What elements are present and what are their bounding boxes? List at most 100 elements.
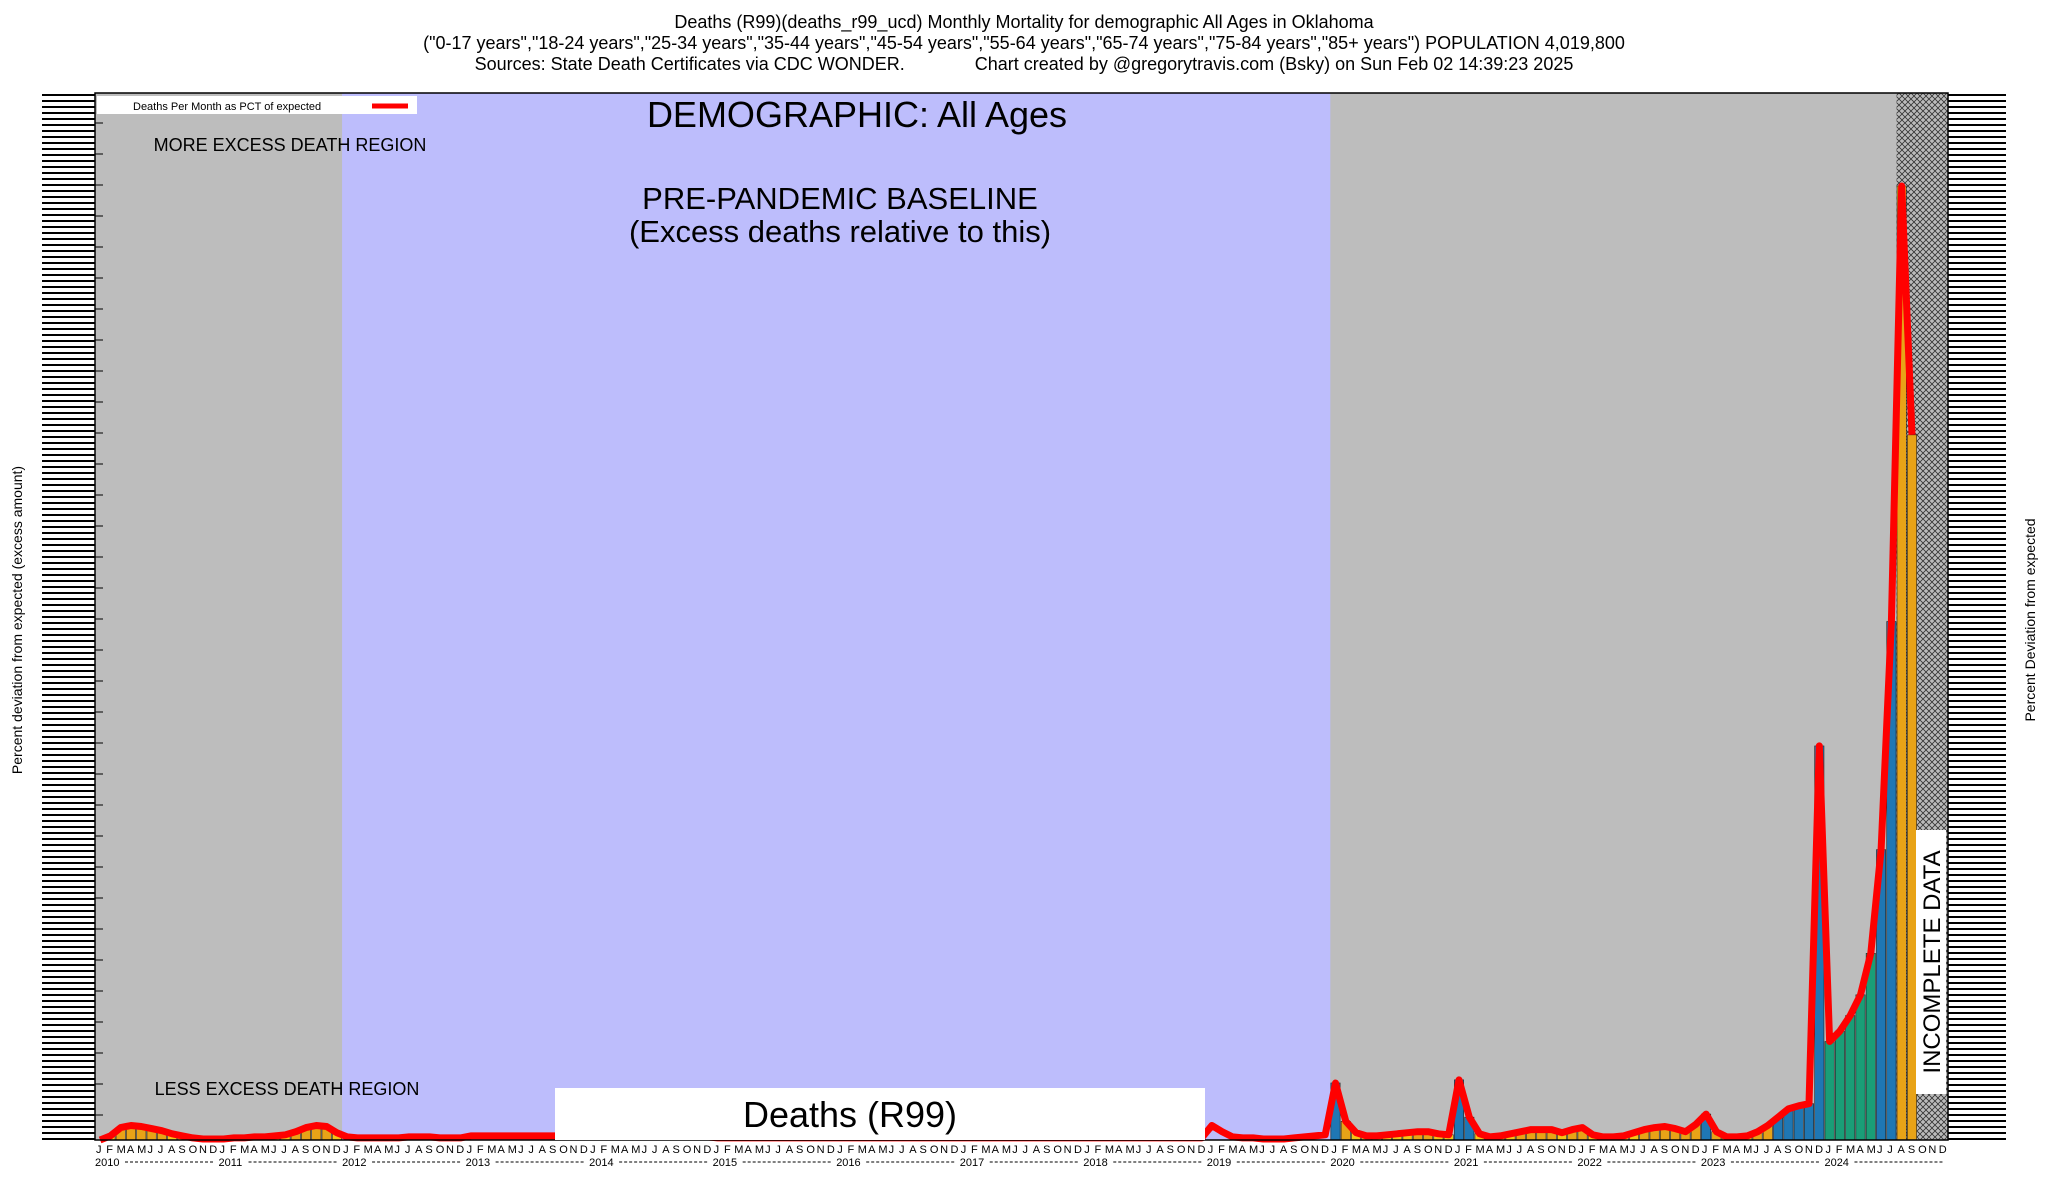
month-tick-label: A <box>662 1144 670 1156</box>
month-tick-label: J <box>1887 1144 1893 1156</box>
month-tick-label: S <box>302 1144 309 1156</box>
month-tick-label: J <box>1455 1144 1461 1156</box>
month-tick-label: F <box>1218 1144 1225 1156</box>
month-tick-label: S <box>1908 1144 1915 1156</box>
x-axis-year-labels: 2010 2011 2012 2013 2014 2015 2016 2017 2018 2019… <box>95 1157 1944 1169</box>
month-tick-label: A <box>868 1144 876 1156</box>
month-tick-label: S <box>672 1144 679 1156</box>
month-tick-label: S <box>425 1144 432 1156</box>
month-tick-label: N <box>1064 1144 1072 1156</box>
month-tick-label: F <box>477 1144 484 1156</box>
month-tick-label: O <box>1300 1144 1309 1156</box>
year-tick-label: 2018 <box>1083 1157 1107 1169</box>
month-tick-label: J <box>961 1144 967 1156</box>
year-tick-label: 2021 <box>1454 1157 1478 1169</box>
month-tick-label: A <box>1774 1144 1782 1156</box>
month-tick-label: F <box>1589 1144 1596 1156</box>
month-tick-label: J <box>1208 1144 1214 1156</box>
right-axis-ticks <box>1948 94 2006 1140</box>
month-tick-label: J <box>1270 1144 1276 1156</box>
month-tick-label: J <box>1825 1144 1831 1156</box>
month-tick-label: F <box>971 1144 978 1156</box>
month-tick-label: O <box>1177 1144 1186 1156</box>
month-tick-label: J <box>1084 1144 1090 1156</box>
chart-title-line-2: ("0-17 years","18-24 years","25-34 years… <box>423 33 1625 53</box>
month-tick-label: A <box>745 1144 753 1156</box>
bottom-series-label: Deaths (R99) <box>743 1094 957 1135</box>
month-tick-label: J <box>889 1144 895 1156</box>
month-tick-label: D <box>333 1144 341 1156</box>
month-tick-label: D <box>1568 1144 1576 1156</box>
month-tick-label: J <box>775 1144 781 1156</box>
month-tick-label: D <box>703 1144 711 1156</box>
more-excess-region-label: MORE EXCESS DEATH REGION <box>154 135 427 155</box>
month-tick-label: M <box>734 1144 743 1156</box>
month-tick-label: D <box>580 1144 588 1156</box>
month-tick-label: N <box>940 1144 948 1156</box>
month-tick-label: J <box>1877 1144 1883 1156</box>
month-tick-label: F <box>1095 1144 1102 1156</box>
month-tick-label: J <box>405 1144 411 1156</box>
month-tick-label: M <box>1496 1144 1505 1156</box>
year-tick-label: 2022 <box>1577 1157 1601 1169</box>
month-tick-label: S <box>1043 1144 1050 1156</box>
month-tick-label: J <box>1331 1144 1337 1156</box>
month-tick-label: J <box>642 1144 648 1156</box>
month-tick-label: D <box>209 1144 217 1156</box>
month-tick-label: J <box>714 1144 720 1156</box>
month-tick-label: O <box>1918 1144 1927 1156</box>
month-tick-label: F <box>1342 1144 1349 1156</box>
year-tick-label: 2012 <box>342 1157 366 1169</box>
month-tick-label: A <box>1733 1144 1741 1156</box>
month-tick-label: N <box>446 1144 454 1156</box>
month-tick-label: J <box>518 1144 524 1156</box>
year-tick-label: 2013 <box>466 1157 490 1169</box>
month-tick-label: D <box>827 1144 835 1156</box>
month-tick-label: A <box>497 1144 505 1156</box>
month-tick-label: O <box>683 1144 692 1156</box>
month-tick-label: O <box>1671 1144 1680 1156</box>
month-tick-label: M <box>858 1144 867 1156</box>
month-tick-label: M <box>1002 1144 1011 1156</box>
month-tick-label: D <box>1692 1144 1700 1156</box>
month-tick-label: A <box>909 1144 917 1156</box>
month-tick-label: J <box>1640 1144 1646 1156</box>
month-tick-label: J <box>281 1144 287 1156</box>
year-tick-label: 2019 <box>1207 1157 1231 1169</box>
month-tick-label: M <box>1475 1144 1484 1156</box>
month-tick-label: F <box>1465 1144 1472 1156</box>
bar <box>1793 1105 1804 1141</box>
month-tick-label: O <box>189 1144 198 1156</box>
right-y-axis-label: Percent Deviation from expected <box>2022 518 2038 721</box>
month-tick-label: A <box>1156 1144 1164 1156</box>
month-tick-label: J <box>1136 1144 1142 1156</box>
month-tick-label: J <box>1259 1144 1265 1156</box>
bar <box>1845 1015 1856 1141</box>
month-tick-label: O <box>1795 1144 1804 1156</box>
month-tick-label: J <box>528 1144 534 1156</box>
month-tick-label: M <box>755 1144 764 1156</box>
month-tick-label: J <box>652 1144 658 1156</box>
month-tick-label: O <box>806 1144 815 1156</box>
month-tick-label: J <box>1702 1144 1708 1156</box>
month-tick-label: S <box>178 1144 185 1156</box>
month-tick-label: A <box>786 1144 794 1156</box>
month-tick-label: O <box>1548 1144 1557 1156</box>
month-tick-label: M <box>117 1144 126 1156</box>
month-tick-label: N <box>199 1144 207 1156</box>
month-tick-label: O <box>436 1144 445 1156</box>
legend-label: Deaths Per Month as PCT of expected <box>133 101 321 113</box>
month-tick-label: N <box>1928 1144 1936 1156</box>
year-tick-label: 2020 <box>1330 1157 1354 1169</box>
month-tick-label: A <box>539 1144 547 1156</box>
month-tick-label: D <box>1815 1144 1823 1156</box>
month-tick-label: M <box>631 1144 640 1156</box>
month-tick-label: J <box>590 1144 596 1156</box>
month-tick-label: M <box>878 1144 887 1156</box>
left-y-axis-label: Percent deviation from expected (excess … <box>9 466 25 774</box>
month-tick-label: S <box>1414 1144 1421 1156</box>
month-tick-label: J <box>1630 1144 1636 1156</box>
year-tick-label: 2016 <box>836 1157 860 1169</box>
year-tick-label: 2023 <box>1701 1157 1725 1169</box>
